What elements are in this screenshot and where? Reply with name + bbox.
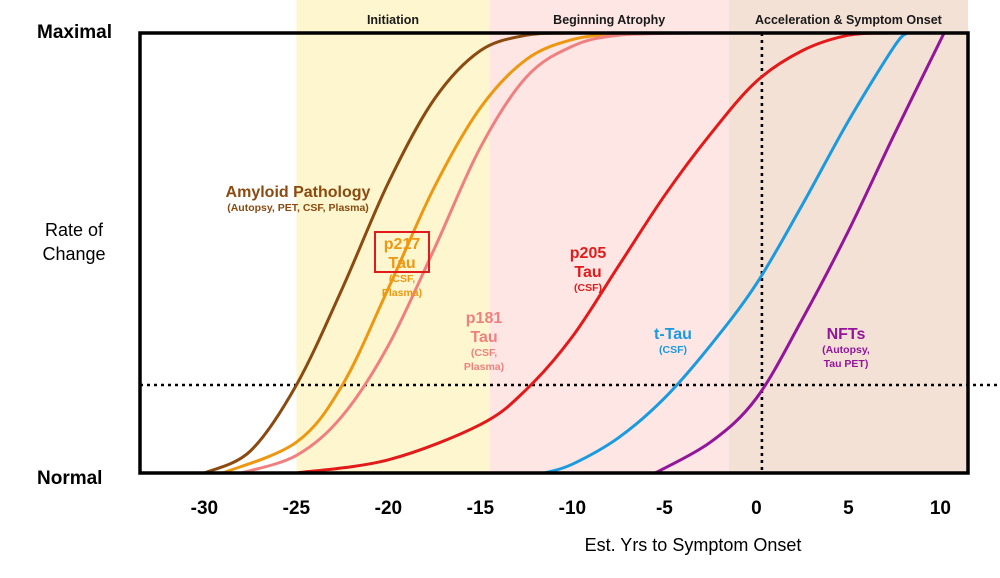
highlight-box-p217-tau — [374, 231, 430, 273]
y-label-normal: Normal — [37, 468, 102, 489]
reference-lines — [140, 33, 998, 473]
x-tick-label: -10 — [559, 498, 586, 519]
y-label-maximal: Maximal — [37, 22, 112, 43]
label-t-tau-line-0: t-Tau — [654, 326, 692, 343]
axis-labels: Maximal Rate of Change Normal Est. Yrs t… — [37, 22, 801, 555]
band-label-acceleration-symptom-onset: Acceleration & Symptom Onset — [755, 13, 943, 27]
label-p181-tau-line-2: (CSF, — [471, 347, 497, 359]
y-label-change: Change — [42, 244, 105, 264]
band-beginning-atrophy — [489, 0, 729, 473]
x-tick-label: -30 — [191, 498, 218, 519]
curve-nfts — [653, 31, 946, 475]
label-p205-tau-line-2: (CSF) — [574, 282, 602, 294]
label-amyloid-pathology-line-0: Amyloid Pathology — [226, 184, 371, 201]
x-axis-title: Est. Yrs to Symptom Onset — [585, 535, 802, 555]
x-tick-label: -25 — [283, 498, 311, 519]
phase-bands: Initiation Beginning Atrophy Acceleration … — [296, 0, 968, 473]
label-t-tau-line-1: (CSF) — [659, 344, 687, 356]
band-acceleration-symptom-onset — [728, 0, 968, 473]
label-p217-tau-line-3: Plasma) — [382, 287, 422, 299]
x-tick-label: 5 — [843, 498, 854, 519]
label-p205-tau-line-0: p205 — [570, 245, 607, 262]
curve-amyloid-pathology — [202, 31, 567, 475]
label-nfts-line-0: NFTs — [827, 326, 866, 343]
x-tick-labels: -30 -25 -20 -15 -10 -5 0 5 10 — [191, 498, 951, 519]
label-p217-tau-line-2: (CSF, — [389, 273, 415, 285]
plot-border — [138, 31, 970, 475]
label-p217-tau-line-0: p217 — [384, 236, 421, 253]
x-tick-label: -20 — [375, 498, 402, 519]
x-tick-label: 0 — [751, 498, 762, 519]
x-tick-label: -5 — [656, 498, 673, 519]
curve-labels: Amyloid Pathology(Autopsy, PET, CSF, Pla… — [226, 184, 870, 373]
label-nfts-line-2: Tau PET) — [824, 358, 869, 370]
curve-t-tau — [543, 31, 909, 475]
curve-p217-tau — [221, 31, 676, 475]
curve-p205-tau — [294, 31, 891, 475]
label-nfts-line-1: (Autopsy, — [822, 344, 870, 356]
label-p217-tau-line-1: Tau — [388, 255, 415, 272]
y-label-rate-of: Rate of — [45, 220, 104, 240]
x-tick-label: 10 — [930, 498, 951, 519]
label-p205-tau-line-1: Tau — [574, 264, 601, 281]
band-initiation — [296, 0, 490, 473]
label-amyloid-pathology-line-1: (Autopsy, PET, CSF, Plasma) — [227, 202, 369, 214]
biomarker-curves — [202, 31, 946, 475]
label-p181-tau-line-3: Plasma) — [464, 361, 504, 373]
band-label-beginning-atrophy: Beginning Atrophy — [553, 13, 665, 27]
band-label-initiation: Initiation — [367, 13, 419, 27]
label-p181-tau-line-0: p181 — [466, 310, 503, 327]
label-p181-tau-line-1: Tau — [470, 329, 497, 346]
curve-p181-tau — [239, 31, 694, 475]
x-tick-label: -15 — [467, 498, 495, 519]
plot-frame — [138, 31, 970, 475]
